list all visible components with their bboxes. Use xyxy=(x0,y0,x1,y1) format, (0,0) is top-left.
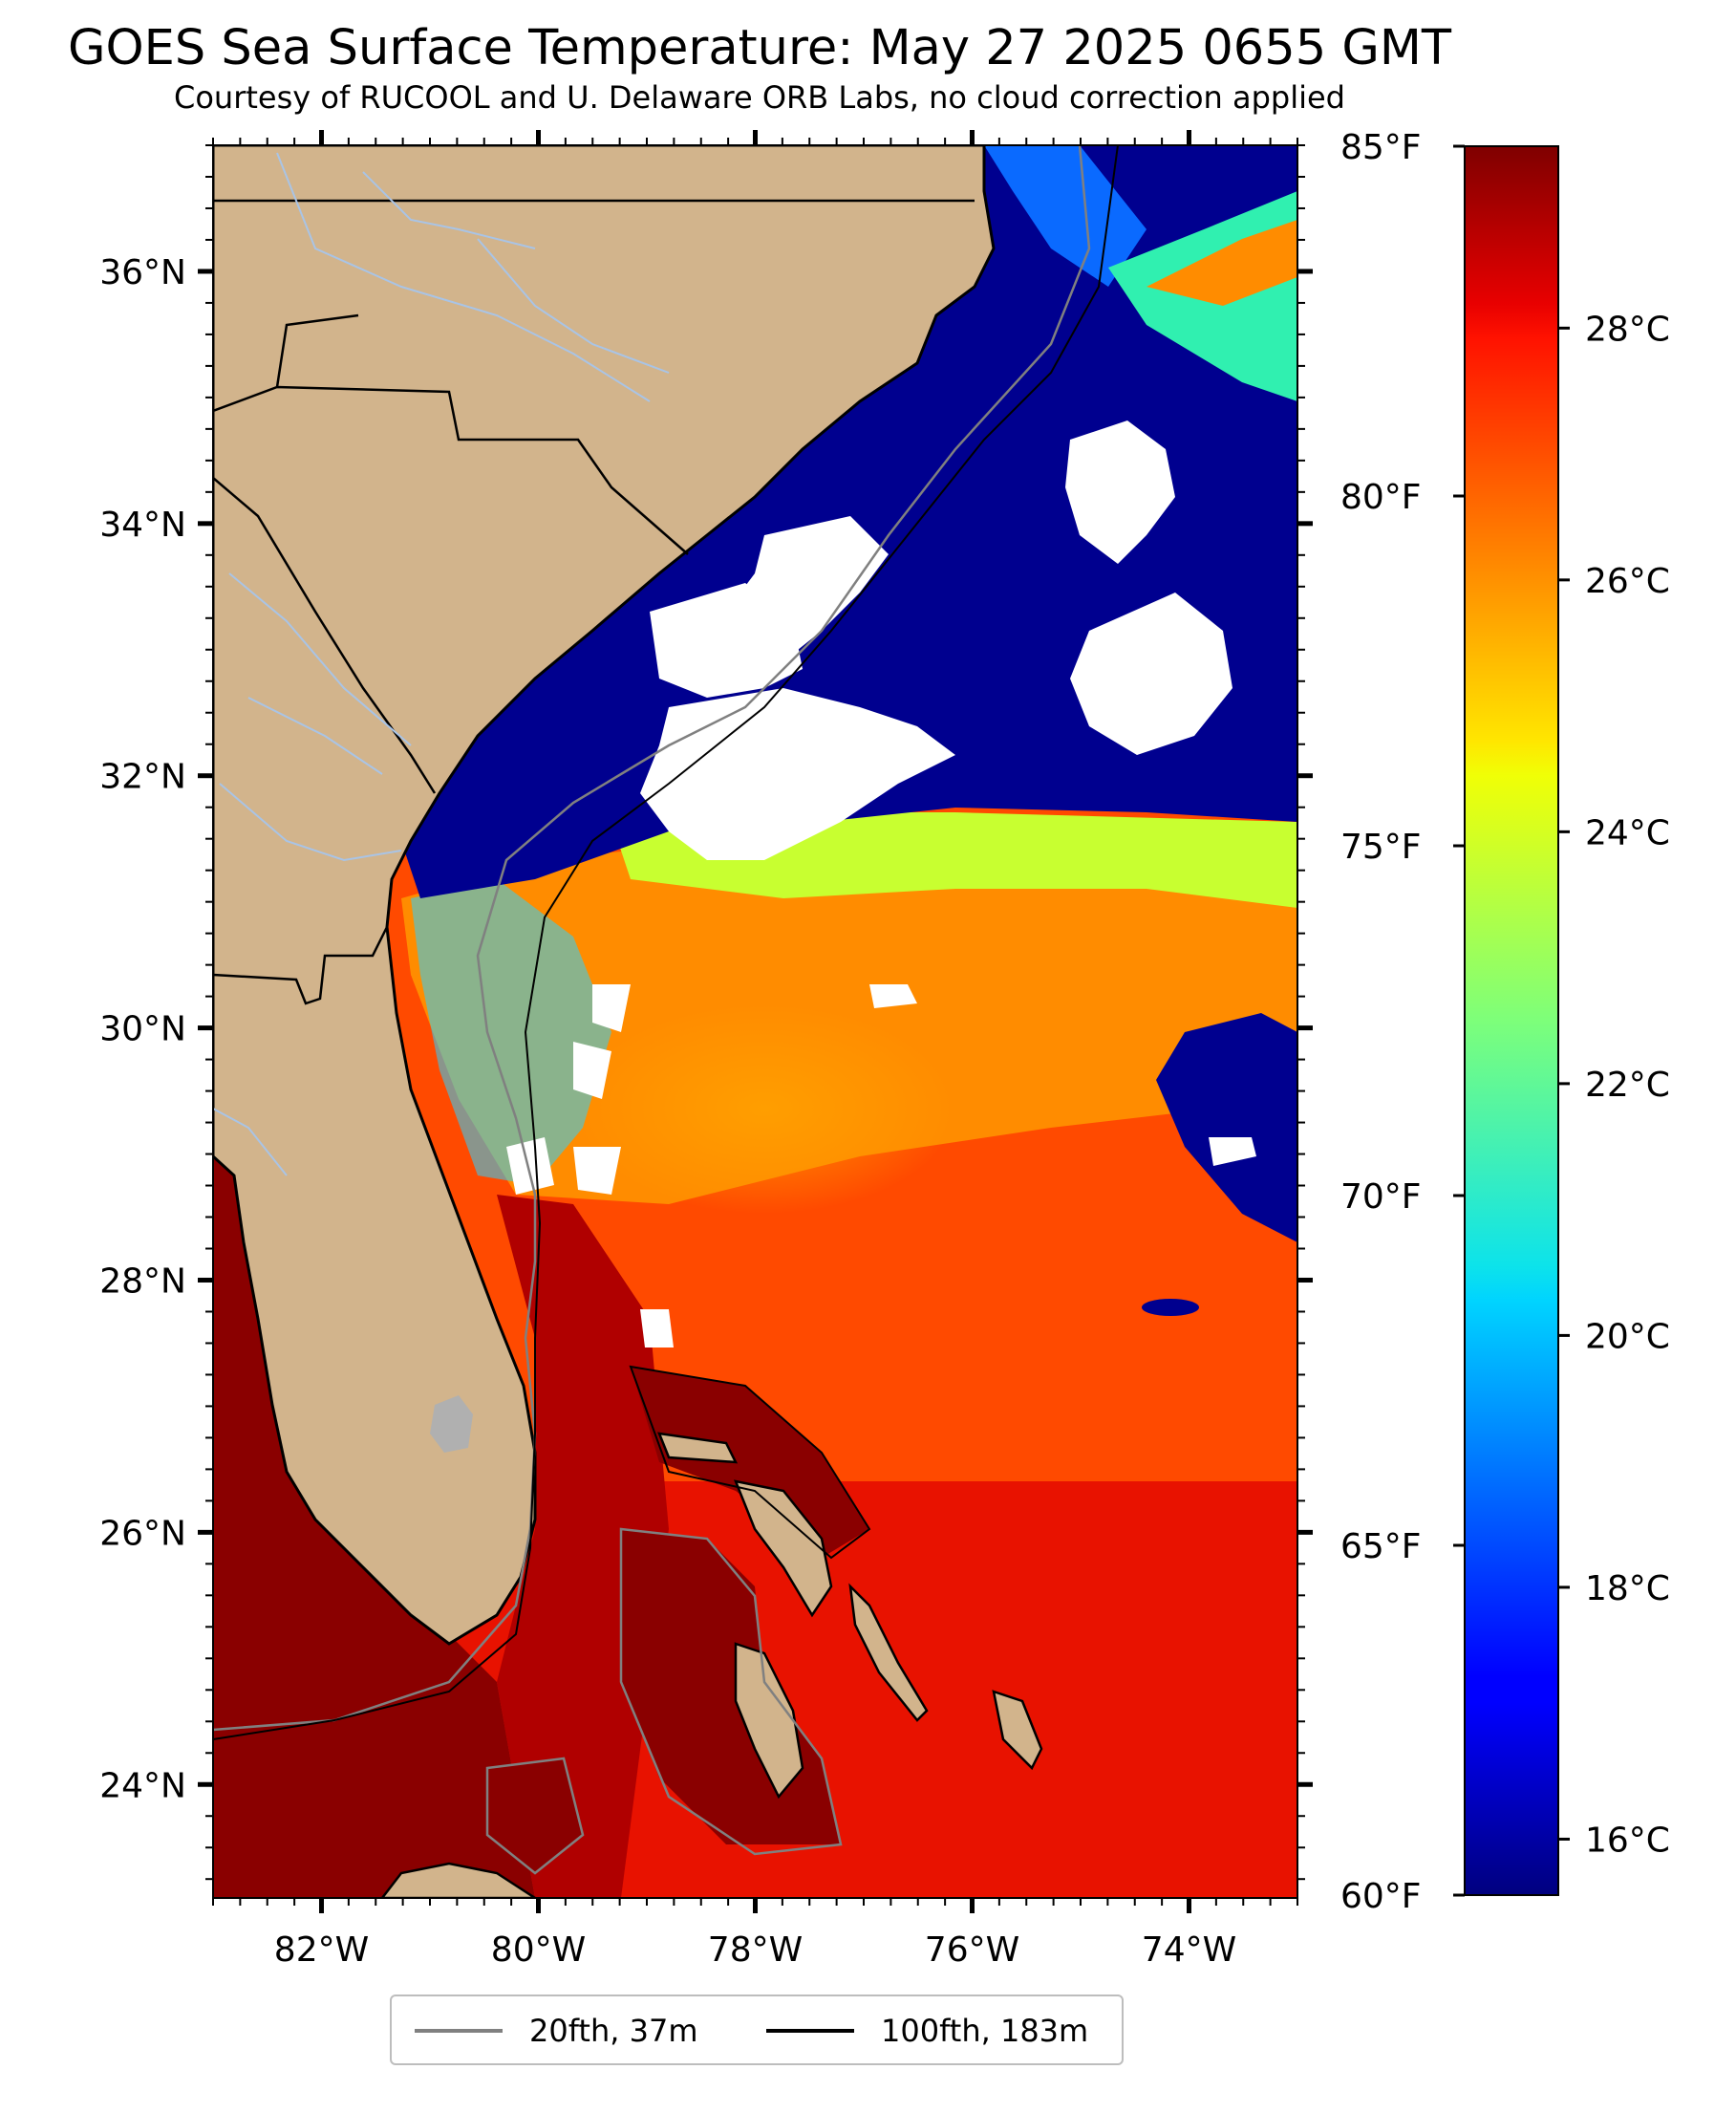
contour-bahamas xyxy=(629,1365,871,1560)
contour-great-bahama xyxy=(619,1527,843,1856)
bahamas-island-exuma xyxy=(992,1690,1043,1771)
colorbar-c-label: 24°C xyxy=(1585,813,1670,852)
colorbar-c-label: 16°C xyxy=(1585,1821,1670,1860)
legend-line-black xyxy=(766,2029,854,2033)
warm-patch xyxy=(573,1003,955,1214)
contour-legend: 20fth, 37m 100fth, 183m xyxy=(390,1994,1124,2065)
cuba-coast xyxy=(380,1862,538,1898)
colorbar-c-label: 20°C xyxy=(1585,1317,1670,1356)
lon-tick-label: 74°W xyxy=(1142,1930,1236,1970)
lon-tick-label: 76°W xyxy=(925,1930,1019,1970)
river-lines xyxy=(213,152,670,1176)
cay-sal-bank xyxy=(487,1758,583,1873)
colorbar-f-label: 60°F xyxy=(1340,1877,1422,1916)
legend-line-gray xyxy=(415,2029,503,2033)
colorbar-ticks: 85°F 80°F 75°F 70°F 65°F 60°F 28°C 26°C 24°C 22°C… xyxy=(1340,128,1670,1916)
lat-tick-label: 24°N xyxy=(99,1766,186,1805)
contour-20fth xyxy=(213,145,1091,1732)
lat-tick-label: 32°N xyxy=(99,758,186,797)
state-borders xyxy=(213,199,975,1005)
lat-tick-label: 26°N xyxy=(99,1514,186,1553)
map-canvas xyxy=(213,145,1297,1898)
lon-tick-label: 78°W xyxy=(708,1930,803,1970)
lon-tick-label: 82°W xyxy=(274,1930,369,1970)
bahamas-island-abaco xyxy=(733,1479,833,1618)
bahamas-bank-north xyxy=(631,1367,869,1558)
colorbar-f-label: 65°F xyxy=(1340,1527,1422,1566)
map-subtitle: Courtesy of RUCOOL and U. Delaware ORB L… xyxy=(174,79,1345,116)
legend-label-100fth: 100fth, 183m xyxy=(881,2013,1089,2049)
contour-cay-sal xyxy=(485,1757,585,1875)
colorbar-f-label: 85°F xyxy=(1340,128,1422,167)
colorbar-c-label: 18°C xyxy=(1585,1569,1670,1608)
axis-ticks xyxy=(198,130,1313,1913)
colorbar xyxy=(1464,145,1559,1896)
colorbar-c-label: 28°C xyxy=(1585,310,1670,349)
gulf-stream-core xyxy=(497,1195,669,1898)
cyan-filament xyxy=(411,879,611,1185)
bahamas-island-grand xyxy=(657,1432,739,1464)
colorbar-f-label: 75°F xyxy=(1340,828,1422,867)
lon-tick-label: 80°W xyxy=(491,1930,586,1970)
bahamas-island-eleuthera xyxy=(848,1583,929,1722)
us-mainland xyxy=(213,145,996,1646)
ocean-blue-coastal xyxy=(984,145,1147,287)
cold-eddy xyxy=(1142,1299,1199,1316)
axis-labels: 82°W 80°W 78°W 76°W 74°W 36°N 34°N 32°N 30°N 28°N… xyxy=(99,253,1236,1970)
bahamas-island-andros xyxy=(734,1642,804,1800)
legend-item-20fth: 20fth, 37m xyxy=(415,2014,697,2048)
colorbar-c-label: 26°C xyxy=(1585,562,1670,601)
colorbar-f-label: 70°F xyxy=(1340,1177,1422,1217)
lat-tick-label: 34°N xyxy=(99,506,186,545)
lat-tick-label: 36°N xyxy=(99,253,186,292)
lake-okeechobee xyxy=(430,1395,473,1453)
cloud-mask xyxy=(506,420,1256,1348)
legend-label-20fth: 20fth, 37m xyxy=(529,2013,698,2049)
lat-tick-label: 30°N xyxy=(99,1010,186,1049)
legend-item-100fth: 100fth, 183m xyxy=(766,2014,1088,2048)
colorbar-c-label: 22°C xyxy=(1585,1066,1670,1105)
contour-100fth xyxy=(213,145,1119,1740)
colorbar-f-label: 80°F xyxy=(1340,478,1422,517)
ocean-orange-northeast xyxy=(1147,220,1297,306)
ocean-cold-east xyxy=(1156,1013,1297,1242)
map-title: GOES Sea Surface Temperature: May 27 202… xyxy=(67,20,1452,76)
lat-tick-label: 28°N xyxy=(99,1261,186,1301)
